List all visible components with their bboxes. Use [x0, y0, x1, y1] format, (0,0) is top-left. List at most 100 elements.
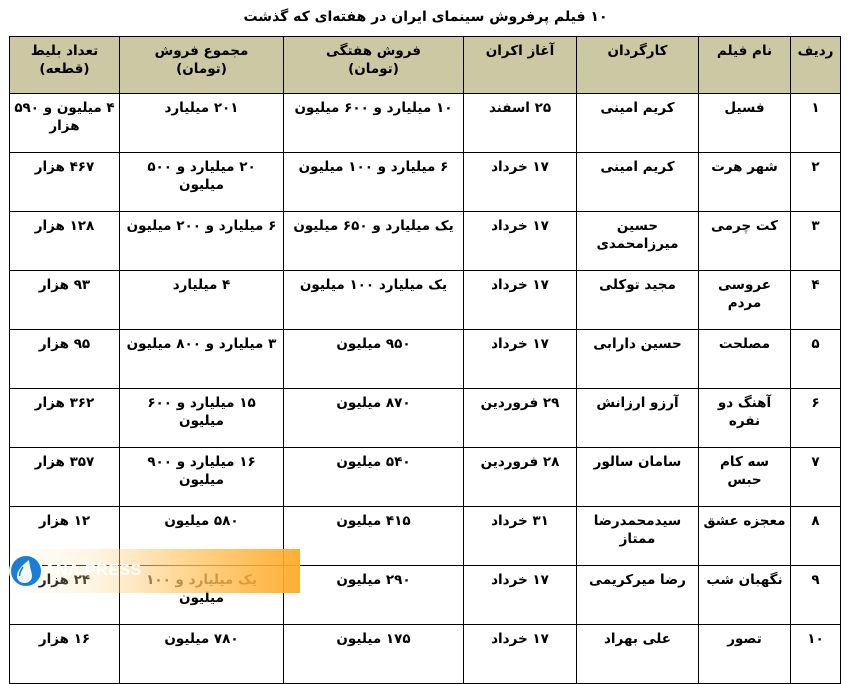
cell-weekly-sales: ۱۷۵ میلیون	[283, 624, 464, 684]
cell-release: ۲۵ اسفند	[463, 93, 577, 153]
table-row: ۱ فسیل کریم امینی ۲۵ اسفند ۱۰ میلیارد و …	[9, 93, 841, 153]
cell-total-sales: ۳ میلیارد و ۸۰۰ میلیون	[119, 329, 284, 389]
page-title-bar: ۱۰ فیلم پرفروش سینمای ایران در هفته‌ای ک…	[0, 0, 851, 34]
table-row: ۸ معجزه عشق سیدمحمدرضا ممتاز ۳۱ خرداد ۴۱…	[9, 506, 841, 566]
cell-director: سیدمحمدرضا ممتاز	[576, 506, 699, 566]
table-row: ۲ شهر هرت کریم امینی ۱۷ خرداد ۶ میلیارد …	[9, 152, 841, 212]
cell-release: ۱۷ خرداد	[463, 211, 577, 271]
cell-tickets: ۱۲۸ هزار	[9, 211, 120, 271]
table-row: ۹ نگهبان شب رضا میرکریمی ۱۷ خرداد ۲۹۰ می…	[9, 565, 841, 625]
cell-director: کریم امینی	[576, 152, 699, 212]
column-header-weekly-sales-label: فروش هفتگی	[325, 43, 422, 59]
cell-total-sales: ۱۵ میلیارد و ۶۰۰ میلیون	[119, 388, 284, 448]
cell-total-sales: ۶ میلیارد و ۲۰۰ میلیون	[119, 211, 284, 271]
cell-tickets: ۹۳ هزار	[9, 270, 120, 330]
column-header-weekly-sales: فروش هفتگی (تومان)	[283, 36, 464, 94]
cell-film: آهنگ دو نفره	[698, 388, 791, 448]
box-office-table-wrapper: ردیف نام فیلم کارگردان آغاز اکران فروش ه…	[9, 36, 841, 684]
cell-weekly-sales: ۵۴۰ میلیون	[283, 447, 464, 507]
cell-release: ۱۷ خرداد	[463, 152, 577, 212]
cell-director: آرزو ارزانش	[576, 388, 699, 448]
table-row: ۶ آهنگ دو نفره آرزو ارزانش ۲۹ فروردین ۸۷…	[9, 388, 841, 448]
cell-rank: ۵	[790, 329, 841, 389]
cell-director: مجید توکلی	[576, 270, 699, 330]
column-header-tickets: تعداد بلیط (قطعه)	[9, 36, 120, 94]
cell-weekly-sales: ۱۰ میلیارد و ۶۰۰ میلیون	[283, 93, 464, 153]
cell-film: تصور	[698, 624, 791, 684]
column-header-film-label: نام فیلم	[716, 43, 773, 59]
table-header-row: ردیف نام فیلم کارگردان آغاز اکران فروش ه…	[9, 36, 841, 94]
column-header-tickets-label: تعداد بلیط	[30, 43, 99, 59]
cell-weekly-sales: ۲۹۰ میلیون	[283, 565, 464, 625]
table-row: ۱۰ تصور علی بهراد ۱۷ خرداد ۱۷۵ میلیون ۷۸…	[9, 624, 841, 684]
cell-rank: ۱	[790, 93, 841, 153]
cell-film: کت چرمی	[698, 211, 791, 271]
cell-film: نگهبان شب	[698, 565, 791, 625]
cell-rank: ۲	[790, 152, 841, 212]
cell-tickets: ۳۵۷ هزار	[9, 447, 120, 507]
cell-tickets: ۹۵ هزار	[9, 329, 120, 389]
page-title: ۱۰ فیلم پرفروش سینمای ایران در هفته‌ای ک…	[243, 9, 608, 25]
cell-weekly-sales: یک میلیارد و ۶۵۰ میلیون	[283, 211, 464, 271]
cell-tickets: ۱۲ هزار	[9, 506, 120, 566]
cell-tickets: ۴ میلیون و ۵۹۰ هزار	[9, 93, 120, 153]
cell-director: سامان سالور	[576, 447, 699, 507]
box-office-table: ردیف نام فیلم کارگردان آغاز اکران فروش ه…	[9, 36, 841, 684]
cell-weekly-sales: ۸۷۰ میلیون	[283, 388, 464, 448]
cell-weekly-sales: ۴۱۵ میلیون	[283, 506, 464, 566]
cell-rank: ۸	[790, 506, 841, 566]
cell-tickets: ۱۶ هزار	[9, 624, 120, 684]
table-row: ۴ عروسی مردم مجید توکلی ۱۷ خرداد یک میلی…	[9, 270, 841, 330]
cell-weekly-sales: ۹۵۰ میلیون	[283, 329, 464, 389]
cell-rank: ۱۰	[790, 624, 841, 684]
table-row: ۵ مصلحت حسین دارابی ۱۷ خرداد ۹۵۰ میلیون …	[9, 329, 841, 389]
cell-director: کریم امینی	[576, 93, 699, 153]
cell-director: علی بهراد	[576, 624, 699, 684]
cell-director: رضا میرکریمی	[576, 565, 699, 625]
cell-weekly-sales: ۶ میلیارد و ۱۰۰ میلیون	[283, 152, 464, 212]
table-row: ۳ کت چرمی حسین میرزامحمدی ۱۷ خرداد یک می…	[9, 211, 841, 271]
cell-total-sales: ۱۶ میلیارد و ۹۰۰ میلیون	[119, 447, 284, 507]
cell-tickets: ۲۴ هزار	[9, 565, 120, 625]
cell-release: ۱۷ خرداد	[463, 624, 577, 684]
cell-film: مصلحت	[698, 329, 791, 389]
cell-tickets: ۳۶۲ هزار	[9, 388, 120, 448]
column-header-director: کارگردان	[576, 36, 699, 94]
cell-total-sales: ۲۰ میلیارد و ۵۰۰ میلیون	[119, 152, 284, 212]
cell-rank: ۳	[790, 211, 841, 271]
cell-film: عروسی مردم	[698, 270, 791, 330]
column-header-tickets-unit: (قطعه)	[39, 61, 90, 78]
cell-release: ۳۱ خرداد	[463, 506, 577, 566]
cell-film: شهر هرت	[698, 152, 791, 212]
column-header-rank-label: ردیف	[797, 43, 834, 59]
column-header-weekly-sales-unit: (تومان)	[348, 61, 399, 78]
cell-release: ۲۹ فروردین	[463, 388, 577, 448]
cell-total-sales: ۲۰۱ میلیارد	[119, 93, 284, 153]
cell-film: سه کام حبس	[698, 447, 791, 507]
cell-rank: ۷	[790, 447, 841, 507]
cell-weekly-sales: یک میلیارد ۱۰۰ میلیون	[283, 270, 464, 330]
cell-film: معجزه عشق	[698, 506, 791, 566]
cell-director: حسین میرزامحمدی	[576, 211, 699, 271]
column-header-total-sales-label: مجموع فروش	[154, 43, 249, 59]
cell-director: حسین دارابی	[576, 329, 699, 389]
cell-total-sales: ۷۸۰ میلیون	[119, 624, 284, 684]
table-row: ۷ سه کام حبس سامان سالور ۲۸ فروردین ۵۴۰ …	[9, 447, 841, 507]
column-header-release-label: آغاز اکران	[485, 43, 555, 59]
column-header-total-sales-unit: (تومان)	[176, 61, 227, 78]
cell-release: ۱۷ خرداد	[463, 329, 577, 389]
cell-film: فسیل	[698, 93, 791, 153]
column-header-release: آغاز اکران	[463, 36, 577, 94]
cell-release: ۱۷ خرداد	[463, 565, 577, 625]
column-header-rank: ردیف	[790, 36, 841, 94]
cell-total-sales: ۵۸۰ میلیون	[119, 506, 284, 566]
cell-release: ۲۸ فروردین	[463, 447, 577, 507]
cell-rank: ۹	[790, 565, 841, 625]
cell-rank: ۴	[790, 270, 841, 330]
cell-total-sales: ۴ میلیارد	[119, 270, 284, 330]
table-header: ردیف نام فیلم کارگردان آغاز اکران فروش ه…	[9, 36, 841, 94]
table-body: ۱ فسیل کریم امینی ۲۵ اسفند ۱۰ میلیارد و …	[9, 93, 841, 684]
column-header-total-sales: مجموع فروش (تومان)	[119, 36, 284, 94]
column-header-director-label: کارگردان	[607, 43, 668, 59]
